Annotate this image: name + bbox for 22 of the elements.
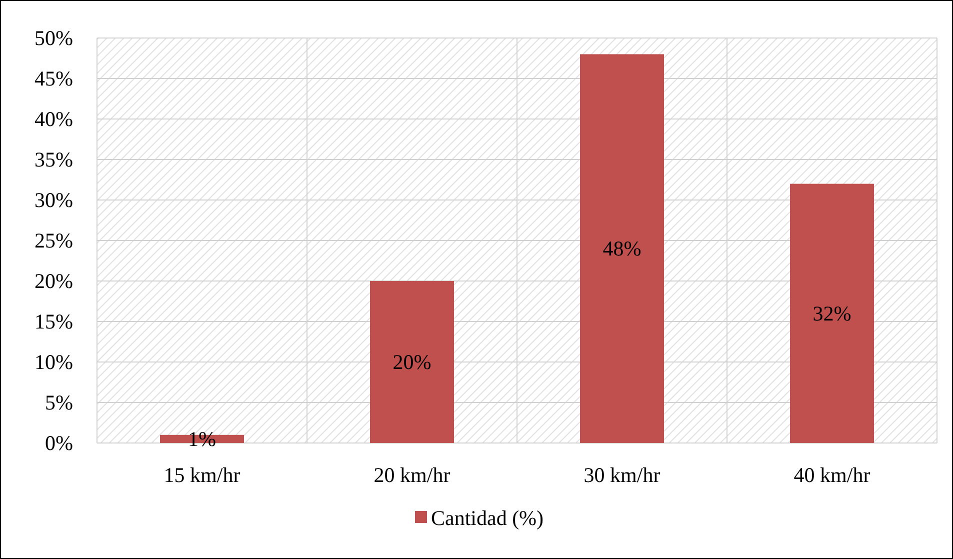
- bar: [790, 184, 874, 443]
- y-tick-label: 5%: [45, 390, 73, 414]
- y-tick-label: 45%: [34, 66, 73, 90]
- y-tick-label: 35%: [34, 148, 73, 172]
- y-tick-label: 0%: [45, 431, 73, 455]
- x-tick-label: 40 km/hr: [794, 463, 870, 487]
- data-label: 48%: [602, 236, 642, 261]
- y-tick-label: 25%: [34, 228, 73, 252]
- y-tick-label: 40%: [34, 107, 73, 131]
- y-tick-label: 10%: [34, 350, 73, 374]
- y-tick-label: 20%: [34, 269, 73, 293]
- x-tick-label: 20 km/hr: [374, 463, 450, 487]
- x-tick-label: 15 km/hr: [164, 463, 240, 487]
- data-label: 20%: [392, 350, 432, 374]
- bar: [370, 281, 454, 443]
- x-tick-label: 30 km/hr: [584, 463, 660, 487]
- legend-label: Cantidad (%): [431, 506, 544, 530]
- y-tick-label: 30%: [34, 188, 73, 212]
- bar: [580, 54, 664, 443]
- y-tick-label: 50%: [34, 26, 73, 50]
- y-tick-label: 15%: [34, 310, 73, 334]
- data-label: 32%: [812, 301, 852, 326]
